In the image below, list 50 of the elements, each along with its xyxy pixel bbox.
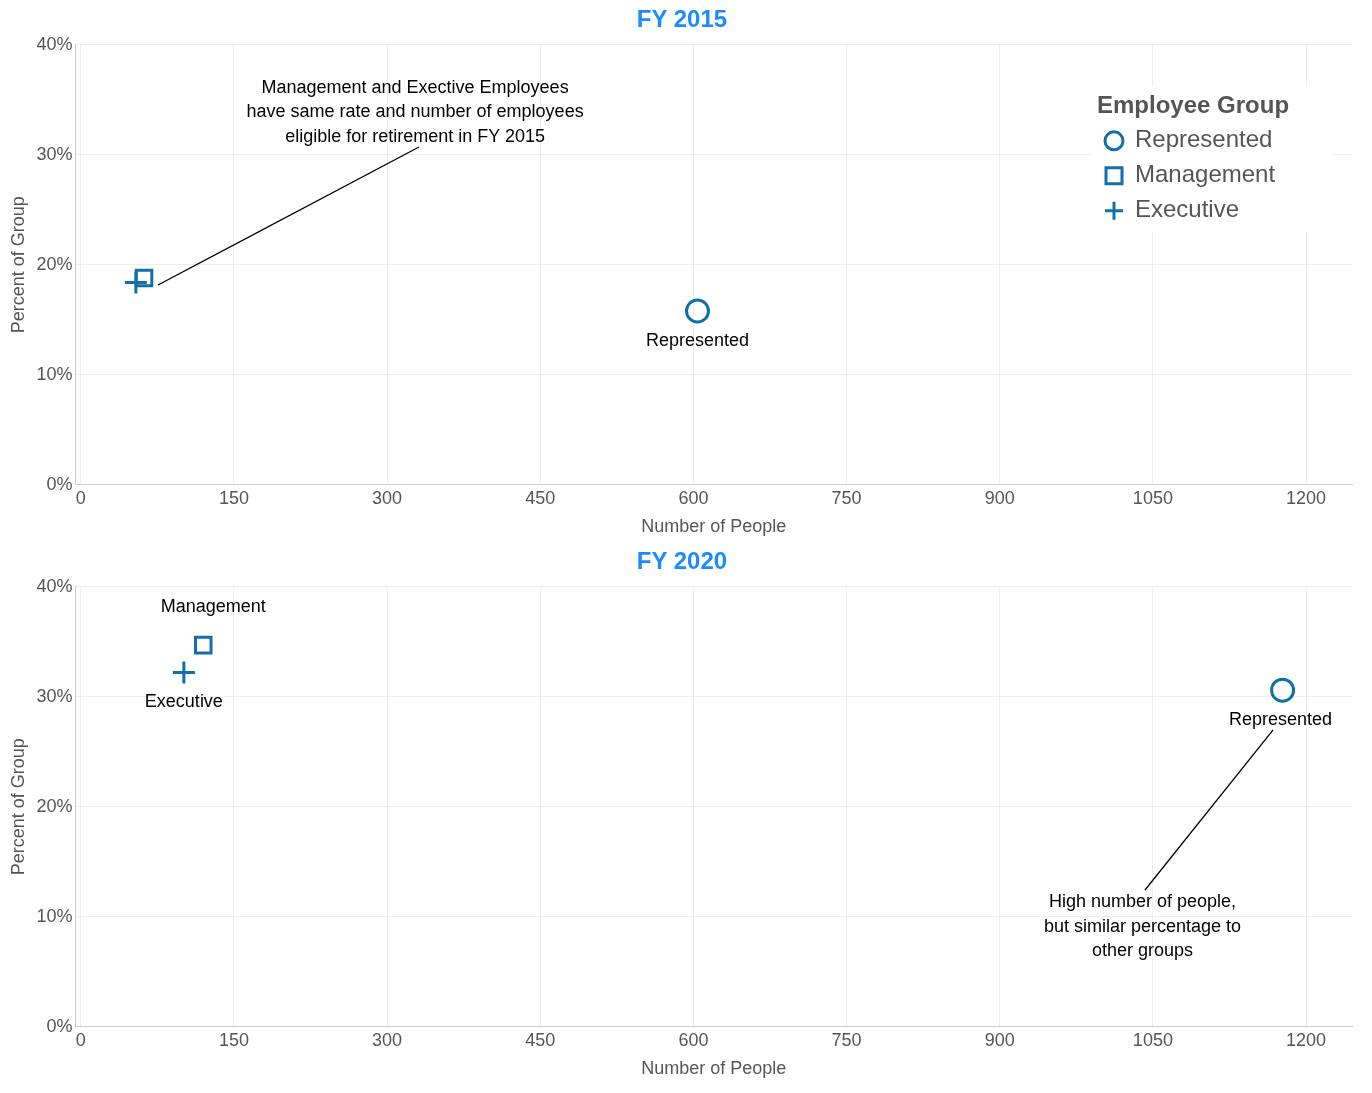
annotation: Management and Exective Employees have same rate and number of employees eligible for retirement in FY 2015 bbox=[246, 76, 584, 146]
x-tick-label: 750 bbox=[831, 487, 862, 508]
y-tick-label: 0% bbox=[46, 1015, 73, 1036]
legend-label: Management bbox=[1135, 160, 1276, 188]
x-tick-label: 150 bbox=[218, 487, 249, 508]
point bbox=[684, 298, 710, 324]
legend-label: Executive bbox=[1135, 195, 1240, 223]
x-axis-title: Number of People bbox=[641, 516, 787, 537]
x-tick-label: 300 bbox=[372, 1029, 403, 1050]
x-tick-label: 900 bbox=[984, 487, 1015, 508]
legend-label: Represented bbox=[1135, 125, 1273, 153]
x-axis-title: Number of People bbox=[641, 1058, 787, 1079]
x-tick-label: 0 bbox=[75, 1029, 86, 1050]
series-label: Represented bbox=[1229, 709, 1333, 730]
y-tick-label: 40% bbox=[36, 575, 73, 596]
point bbox=[124, 271, 147, 294]
point bbox=[172, 661, 195, 684]
legend-title: Employee Group bbox=[1097, 91, 1290, 119]
x-tick-label: 600 bbox=[678, 1029, 709, 1050]
y-tick-label: 40% bbox=[36, 33, 73, 54]
series-label: Executive bbox=[144, 690, 223, 711]
y-axis-title: Percent of Group bbox=[7, 738, 28, 876]
y-tick-label: 30% bbox=[36, 685, 73, 706]
series-label: Management bbox=[160, 596, 266, 617]
x-tick-label: 900 bbox=[984, 1029, 1015, 1050]
x-tick-label: 750 bbox=[831, 1029, 862, 1050]
x-tick-label: 450 bbox=[525, 487, 556, 508]
y-tick-label: 10% bbox=[36, 905, 73, 926]
annotation: High number of people, but similar percentage to other groups bbox=[1044, 891, 1242, 961]
x-tick-label: 1200 bbox=[1286, 1029, 1327, 1050]
x-tick-label: 1050 bbox=[1132, 487, 1173, 508]
y-axis-title: Percent of Group bbox=[7, 196, 28, 334]
chart-title: FY 2020 bbox=[636, 547, 728, 575]
x-tick-label: 150 bbox=[218, 1029, 249, 1050]
chart-title: FY 2015 bbox=[636, 5, 728, 33]
y-tick-label: 20% bbox=[36, 253, 73, 274]
point bbox=[134, 268, 154, 288]
x-tick-label: 300 bbox=[372, 487, 403, 508]
x-tick-label: 600 bbox=[678, 487, 709, 508]
point bbox=[1270, 677, 1296, 703]
y-tick-label: 30% bbox=[36, 143, 73, 164]
point bbox=[193, 635, 213, 655]
y-tick-label: 10% bbox=[36, 363, 73, 384]
text: Represented bbox=[645, 329, 750, 350]
x-tick-label: 1200 bbox=[1286, 487, 1327, 508]
x-tick-label: 1050 bbox=[1132, 1029, 1173, 1050]
x-tick-label: 0 bbox=[75, 487, 86, 508]
y-tick-label: 0% bbox=[46, 473, 73, 494]
y-tick-label: 20% bbox=[36, 795, 73, 816]
x-tick-label: 450 bbox=[525, 1029, 556, 1050]
